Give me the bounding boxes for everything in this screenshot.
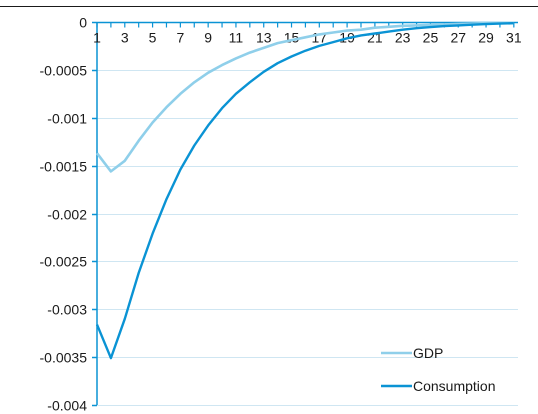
x-tick-label: 3	[121, 30, 129, 46]
series-lines	[95, 21, 514, 360]
x-tick-label: 17	[312, 30, 328, 46]
x-tick-label: 9	[204, 30, 212, 46]
x-tick-label: 13	[256, 30, 272, 46]
y-tick-label: -0.003	[47, 302, 87, 318]
x-tick-label: 11	[229, 30, 244, 46]
x-tick-label: 31	[506, 30, 522, 46]
y-tick-label: -0.0025	[40, 254, 88, 270]
x-tick-label: 29	[478, 30, 494, 46]
x-tick-label: 27	[450, 30, 466, 46]
y-axis: 0 -0.0005 -0.001 -0.0015 -0.002 -0.0025 -0.003…	[40, 15, 98, 414]
series-line-consumption	[95, 22, 514, 360]
x-tick-label: 15	[284, 30, 300, 46]
x-tick-label: 5	[149, 30, 157, 46]
legend: GDP Consumption	[381, 345, 496, 394]
y-tick-label: -0.0015	[40, 159, 88, 175]
legend-label-consumption: Consumption	[413, 378, 496, 394]
x-tick-label: 25	[423, 30, 439, 46]
y-tick-label: -0.0005	[40, 63, 88, 79]
y-tick-label: -0.004	[47, 398, 87, 414]
y-tick-label: 0	[79, 15, 87, 31]
gridlines	[97, 70, 518, 406]
x-tick-label: 7	[176, 30, 184, 46]
legend-label-gdp: GDP	[413, 345, 443, 361]
x-axis: 1 3 5 7 9 11 13 15 17 19 21 23 25 27 29 31	[93, 21, 522, 46]
x-tick-label: 1	[93, 30, 101, 46]
y-tick-label: -0.002	[47, 207, 87, 223]
y-tick-label: -0.0035	[40, 350, 88, 366]
y-tick-label: -0.001	[47, 111, 87, 127]
series-line-gdp	[95, 21, 514, 173]
x-tick-label: 23	[395, 30, 411, 46]
